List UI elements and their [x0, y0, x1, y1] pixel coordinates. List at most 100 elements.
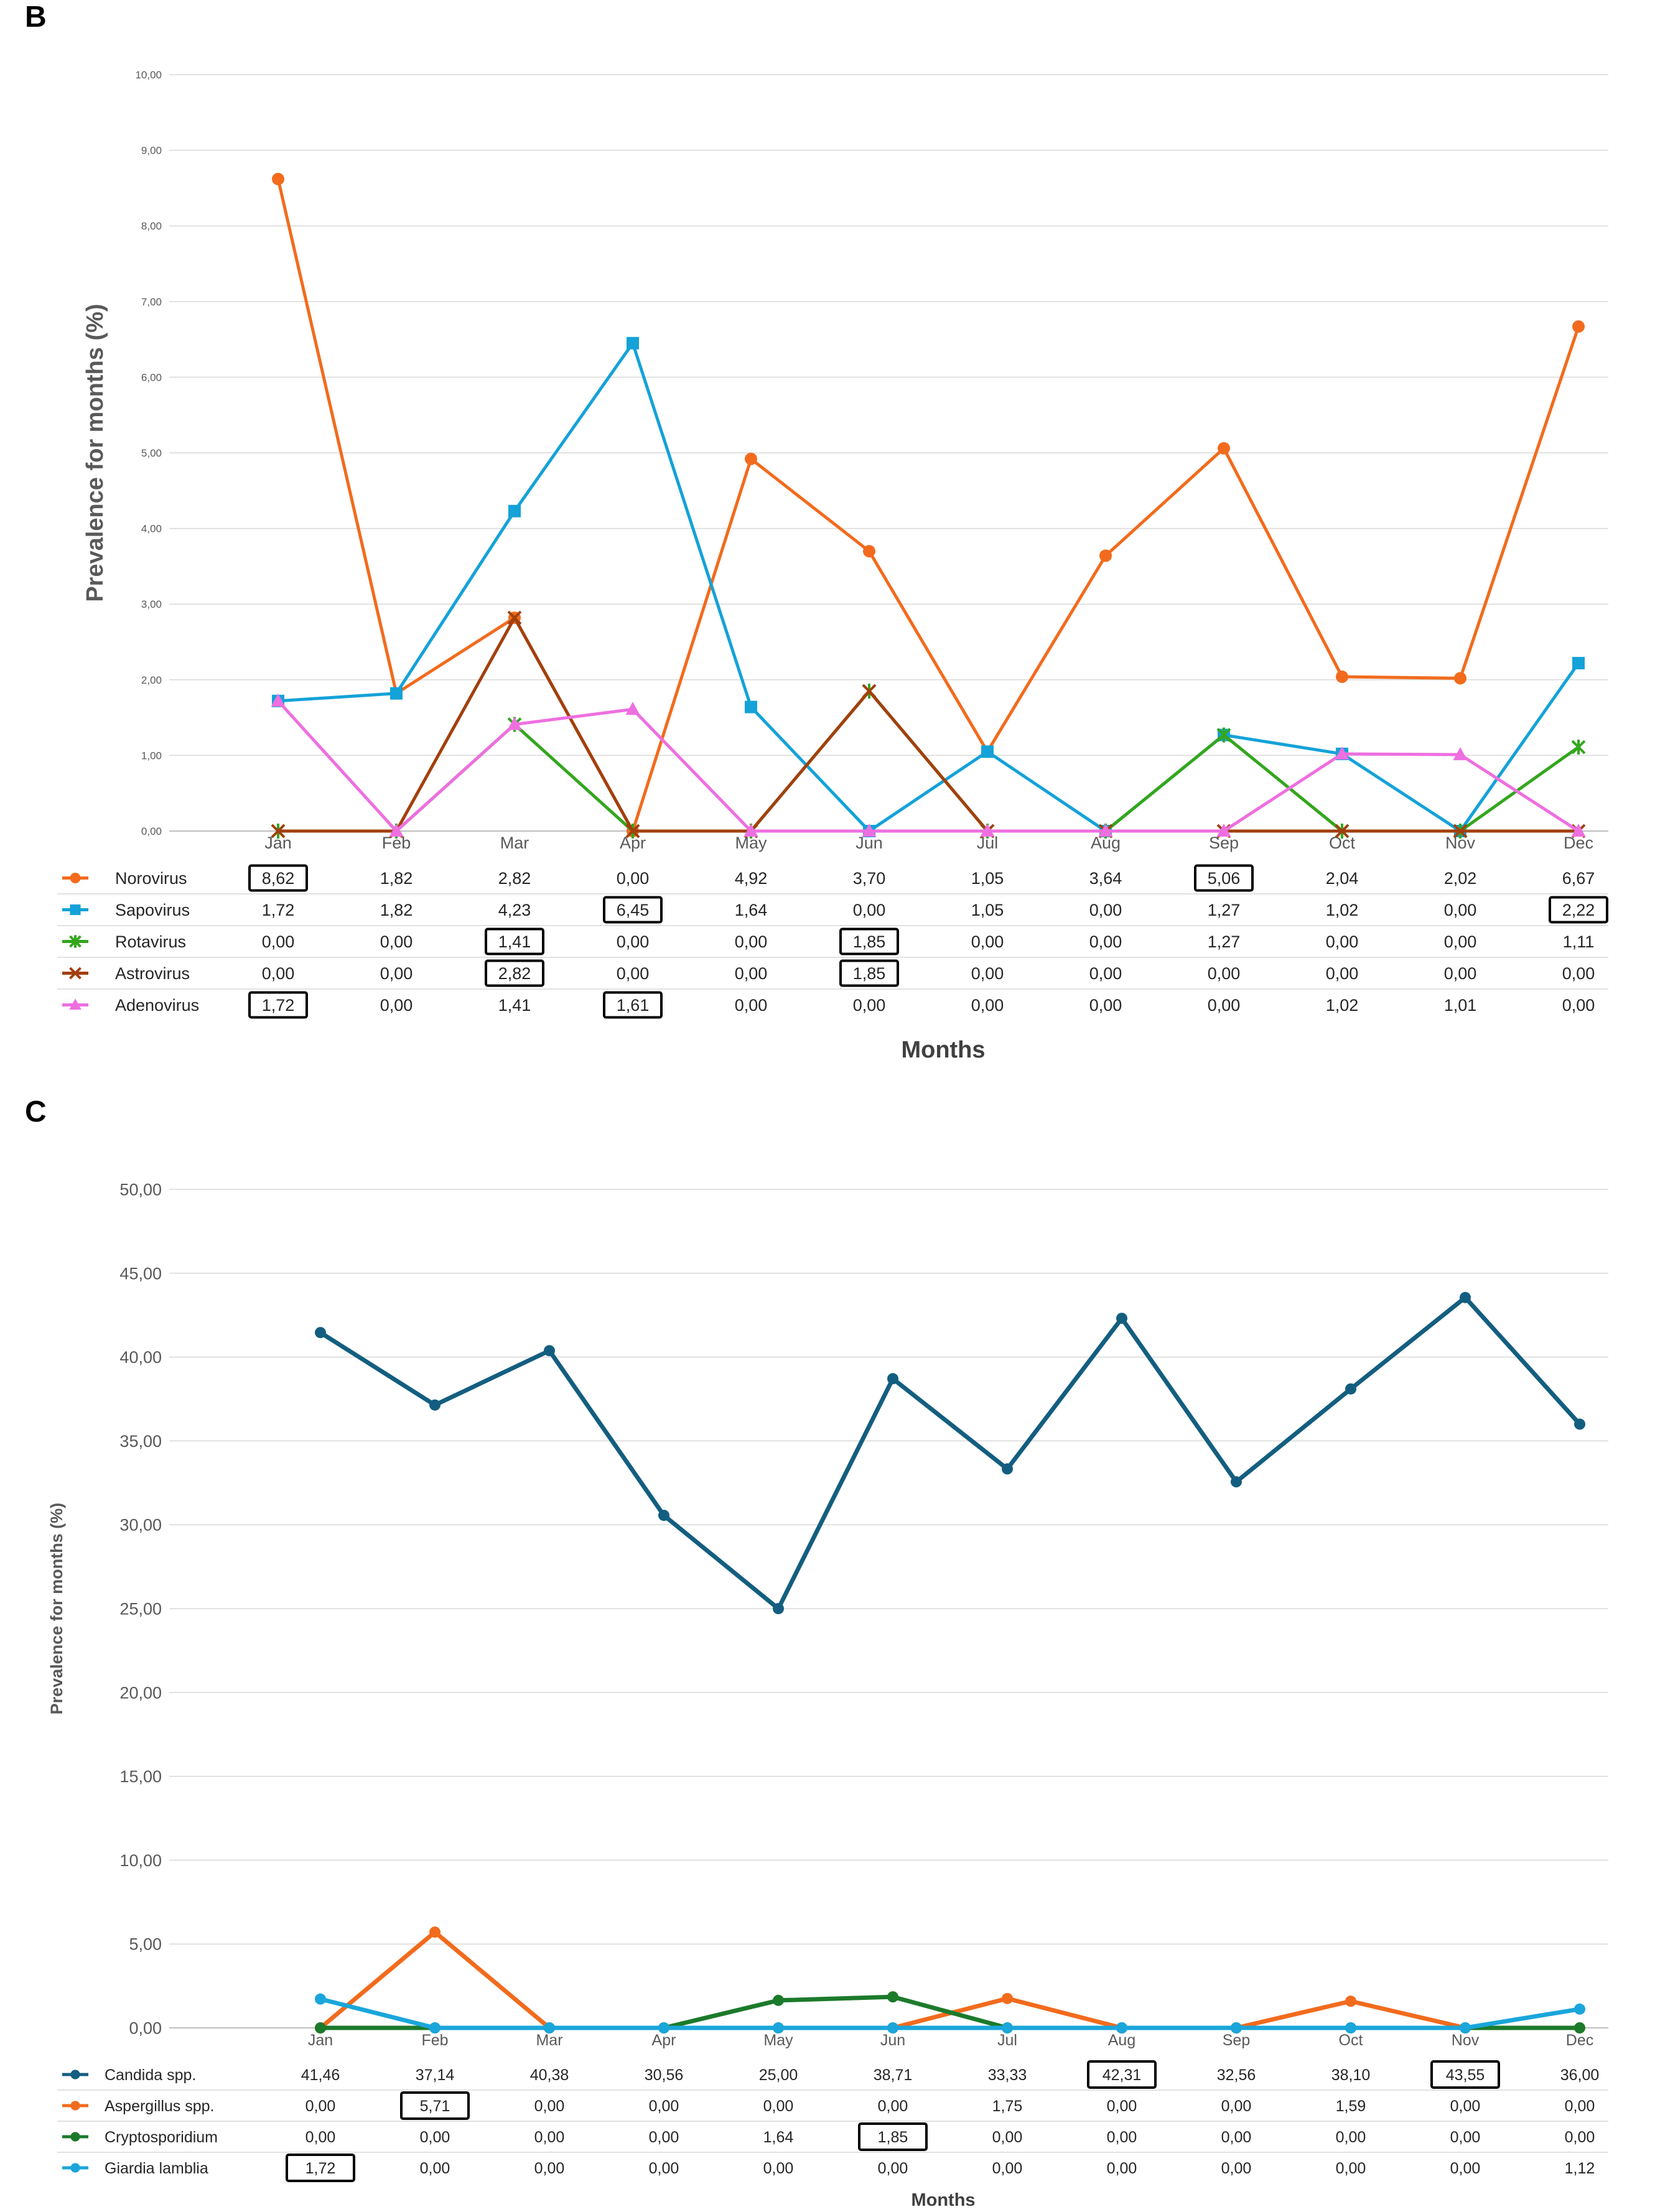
data-label: 1,85	[853, 932, 886, 951]
data-point	[1454, 672, 1466, 685]
y-tick-label: 6,00	[141, 371, 162, 383]
y-tick-label: 0,00	[141, 825, 162, 837]
data-point	[544, 1345, 555, 1357]
data-point	[507, 717, 522, 730]
x-tick-label: Mar	[536, 2032, 562, 2049]
data-point	[508, 504, 521, 518]
y-tick-label: 9,00	[141, 145, 162, 157]
data-label: 0,00	[763, 2098, 794, 2115]
data-label: 0,00	[649, 2160, 679, 2177]
data-label: 0,00	[534, 2129, 565, 2146]
data-label: 0,00	[1444, 901, 1477, 919]
data-point	[315, 2022, 326, 2033]
legend-entry: Sapovirus	[115, 901, 190, 919]
data-label: 1,05	[971, 901, 1004, 919]
data-label: 0,00	[1107, 2160, 1137, 2177]
highlight-box	[1087, 2060, 1157, 2089]
y-tick-label: 15,00	[119, 1767, 162, 1786]
series-adenovirus	[271, 693, 1586, 837]
y-axis-label: Prevalence for months (%)	[47, 1503, 66, 1715]
data-label: 1,01	[1444, 996, 1477, 1015]
data-point	[1571, 740, 1586, 755]
data-point	[744, 824, 758, 837]
data-label: 0,00	[1336, 2129, 1366, 2146]
data-label: 1,02	[1326, 901, 1359, 919]
x-tick-label: Aug	[1108, 2032, 1135, 2049]
data-point	[544, 2022, 555, 2033]
data-point	[887, 1991, 898, 2003]
data-label: 0,00	[1089, 932, 1122, 951]
data-point	[70, 2132, 80, 2142]
chart-panel-c: C 0,00 5,00 10,00 15,00 20,00 25,00 30,00 35,00…	[0, 1095, 1655, 2212]
highlight-box	[1430, 2060, 1500, 2089]
data-label: 0,00	[617, 964, 650, 983]
legend-entry: Norovirus	[115, 869, 187, 888]
data-point	[272, 172, 284, 185]
y-tick-label: 5,00	[129, 1935, 162, 1954]
data-label: 0,00	[1450, 2129, 1481, 2146]
data-label: 4,92	[735, 869, 768, 888]
data-label: 1,72	[262, 901, 295, 919]
x-tick-label: Jan	[308, 2032, 333, 2049]
data-label: 0,00	[1444, 932, 1477, 951]
y-tick-label: 7,00	[141, 296, 162, 308]
data-label: 0,00	[649, 2129, 679, 2146]
data-label: 0,00	[1208, 996, 1241, 1015]
data-label: 1,72	[305, 2160, 336, 2177]
highlight-box	[839, 927, 899, 955]
data-label: 33,33	[988, 2066, 1027, 2084]
data-point	[1571, 824, 1586, 837]
data-label: 0,00	[971, 996, 1004, 1015]
highlight-box	[839, 959, 899, 987]
legend-entry: Giardia lamblia	[105, 2160, 208, 2177]
y-tick-label: 40,00	[119, 1348, 162, 1367]
y-tick-label: 50,00	[119, 1180, 162, 1199]
panel-label-b: B	[25, 1, 47, 34]
x-axis-label: Months	[901, 1037, 985, 1063]
data-point	[389, 824, 404, 837]
data-label: 0,00	[262, 932, 295, 951]
data-label: 41,46	[301, 2066, 340, 2084]
highlight-box	[1549, 896, 1608, 924]
x-axis-label: Months	[911, 2190, 975, 2210]
data-point	[1574, 1418, 1585, 1430]
data-label: 0,00	[735, 932, 768, 951]
data-label: 2,82	[498, 964, 531, 983]
data-label: 0,00	[1444, 964, 1477, 983]
data-point	[1572, 320, 1585, 333]
data-point	[390, 687, 403, 700]
data-label: 0,00	[305, 2098, 336, 2115]
x-tick-label: Jul	[997, 2032, 1017, 2049]
data-label: 0,00	[735, 964, 768, 983]
y-tick-label: 0,00	[129, 2019, 162, 2037]
data-label: 0,00	[1326, 964, 1359, 983]
data-point	[863, 545, 875, 558]
data-point	[1574, 2022, 1585, 2033]
data-label: 1,85	[878, 2129, 908, 2146]
data-point	[625, 824, 640, 839]
data-label: 0,00	[853, 901, 886, 919]
data-point	[70, 2070, 80, 2080]
y-tick-label: 35,00	[119, 1432, 162, 1451]
y-tick-label: 8,00	[141, 220, 162, 232]
legend-entry: Aspergillus spp.	[105, 2098, 214, 2115]
data-label: 38,10	[1331, 2066, 1371, 2084]
data-point	[773, 1994, 784, 2006]
data-label: 0,00	[534, 2160, 565, 2177]
data-label: 1,11	[1563, 932, 1595, 951]
x-tick-label: Apr	[652, 2032, 676, 2049]
data-label: 0,00	[1326, 932, 1359, 951]
data-label: 1,61	[617, 996, 650, 1015]
legend-entry: Candida spp.	[105, 2066, 196, 2084]
data-label: 42,31	[1103, 2066, 1142, 2084]
data-point	[981, 745, 994, 758]
data-point	[1098, 824, 1113, 837]
chart-b-svg: 0,00 1,00 2,00 3,00 4,00 5,00 6,00 7,00 8,00 9,00…	[57, 69, 1608, 1063]
data-label: 0,00	[1221, 2098, 1252, 2115]
data-point	[862, 824, 877, 837]
y-tick-label: 45,00	[119, 1264, 162, 1283]
data-label: 38,71	[874, 2066, 913, 2084]
series-line	[277, 342, 1580, 833]
data-label: 0,00	[735, 996, 768, 1015]
data-label: 0,00	[853, 996, 886, 1015]
